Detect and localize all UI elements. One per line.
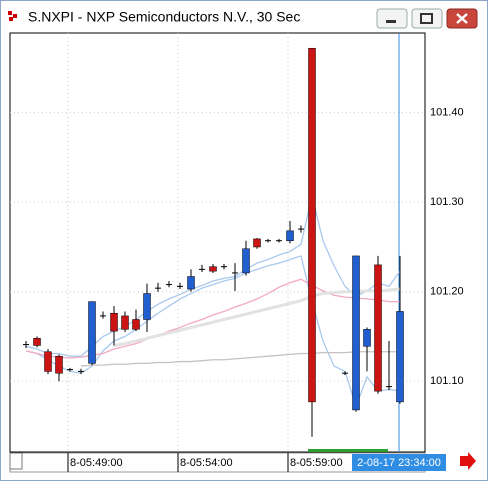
candle-body: [396, 311, 404, 403]
x-tick-label: 8-05:49:00: [70, 457, 123, 469]
candle-body: [88, 301, 96, 364]
scroll-right-arrow[interactable]: [460, 452, 476, 470]
crosshair-label-bg: [352, 454, 446, 471]
x-tick-label: 8-05:59:00: [290, 457, 343, 469]
candle-body: [363, 329, 371, 347]
y-tick-label: 101.30: [430, 196, 464, 208]
candle-body: [308, 47, 316, 403]
app-icon: [8, 11, 17, 21]
moving-average-line: [25, 255, 401, 409]
window-title: S.NXPI - NXP Semiconductors N.V., 30 Sec: [28, 9, 300, 25]
candle-body: [33, 338, 41, 346]
candle-body: [352, 255, 360, 411]
maximize-button[interactable]: [411, 8, 443, 29]
y-tick-label: 101.10: [430, 375, 464, 387]
candle-body: [143, 293, 151, 320]
x-tick-label: 8-05:54:00: [180, 457, 233, 469]
moving-average-line: [80, 351, 400, 367]
scroll-handle[interactable]: [9, 452, 23, 470]
candle-body: [44, 351, 52, 372]
candle-body: [187, 276, 195, 290]
session-bar: [308, 449, 388, 452]
close-button[interactable]: [446, 8, 478, 29]
candle-body: [286, 230, 294, 241]
candle-body: [132, 319, 140, 330]
candle-body: [242, 248, 250, 274]
candle-body: [209, 266, 217, 272]
minimize-button[interactable]: [376, 8, 408, 29]
candle-body: [110, 312, 118, 332]
crosshair-label: 2-08-17 23:34:00: [357, 457, 441, 469]
candle-body: [253, 238, 261, 248]
candle-body: [374, 264, 382, 392]
candle-body: [121, 315, 129, 330]
y-tick-label: 101.20: [430, 286, 464, 298]
y-tick-label: 101.40: [430, 107, 464, 119]
candle-body: [55, 355, 63, 374]
